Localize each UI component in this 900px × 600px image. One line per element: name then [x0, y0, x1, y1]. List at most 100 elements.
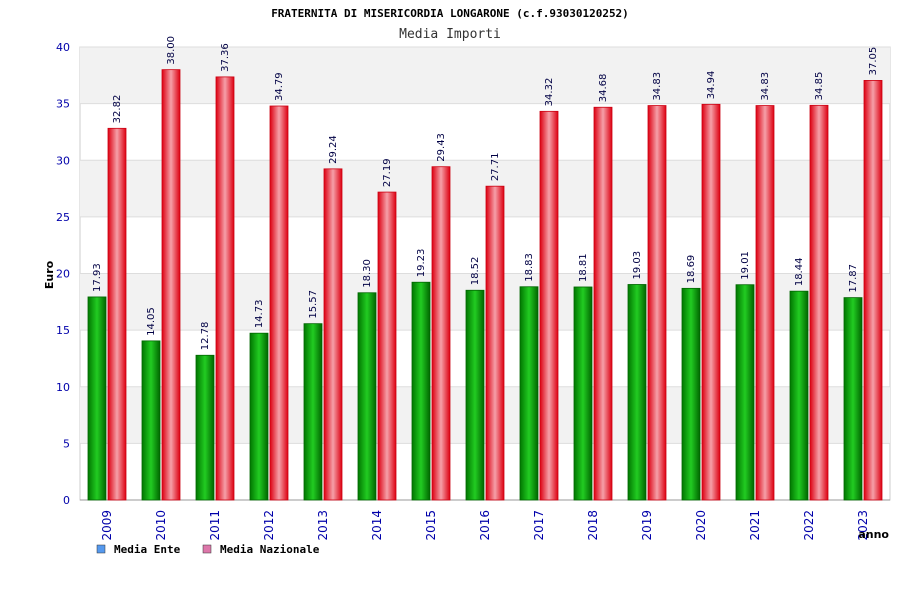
data-label: 37.36: [220, 43, 231, 72]
x-tick-label: 2014: [370, 510, 384, 541]
grid-band: [80, 273, 890, 331]
data-label: 29.43: [436, 133, 447, 162]
bar-media-nazionale-2016: [485, 185, 505, 501]
data-label: 15.57: [308, 290, 319, 319]
bar-media-nazionale-2018: [593, 106, 613, 501]
bar-media-ente-2020: [681, 287, 701, 501]
data-label: 34.85: [814, 72, 825, 101]
x-axis-label: anno: [858, 528, 889, 541]
legend-label-media-nazionale: Media Nazionale: [220, 543, 320, 556]
data-label: 34.68: [598, 74, 609, 103]
y-tick-label: 40: [56, 41, 70, 54]
x-tick-label: 2020: [694, 510, 708, 541]
y-tick-labels: 0 5 10 15 20 25 30 35 40: [56, 41, 70, 507]
grid-band: [80, 160, 890, 217]
x-tick-label: 2018: [586, 510, 600, 541]
bar-media-nazionale-2021: [755, 105, 775, 501]
data-label: 27.71: [490, 153, 501, 182]
chart-title: FRATERNITA DI MISERICORDIA LONGARONE (c.…: [271, 7, 629, 20]
y-tick-label: 5: [63, 437, 70, 450]
bar-media-nazionale-2013: [323, 168, 343, 501]
data-label: 19.01: [740, 251, 751, 280]
legend-swatch-media-ente: [96, 544, 106, 554]
data-labels: 17.93 32.82 14.05 38.00 12.78 37.36 14.73 34.79…: [92, 36, 879, 350]
data-label: 34.79: [274, 72, 285, 101]
bar-media-ente-2016: [465, 289, 485, 501]
data-label: 14.05: [146, 307, 157, 336]
bar-media-nazionale-2011: [215, 76, 235, 501]
data-label: 14.73: [254, 300, 265, 329]
data-label: 34.83: [652, 72, 663, 101]
x-tick-label: 2017: [532, 510, 546, 541]
y-tick-label: 20: [56, 268, 70, 281]
data-label: 12.78: [200, 322, 211, 351]
bar-media-ente-2021: [735, 284, 755, 501]
bar-media-ente-2012: [249, 332, 269, 501]
data-label: 37.05: [868, 47, 879, 76]
y-tick-label: 30: [56, 154, 70, 167]
y-tick-label: 15: [56, 324, 70, 337]
y-tick-label: 0: [63, 494, 70, 507]
data-label: 19.23: [416, 249, 427, 278]
bar-media-ente-2009: [87, 296, 107, 501]
bar-media-nazionale-2015: [431, 166, 451, 501]
grid-band: [80, 386, 890, 444]
data-label: 27.19: [382, 158, 393, 187]
bar-media-nazionale-2020: [701, 103, 721, 501]
data-label: 17.93: [92, 263, 103, 292]
x-tick-label: 2010: [154, 510, 168, 541]
x-tick-label: 2013: [316, 510, 330, 541]
legend-label-media-ente: Media Ente: [114, 543, 181, 556]
bar-media-ente-2011: [195, 354, 215, 501]
bar-media-nazionale-2010: [161, 69, 181, 501]
bar-media-ente-2013: [303, 323, 323, 501]
x-tick-label: 2012: [262, 510, 276, 541]
x-tick-label: 2009: [100, 510, 114, 541]
data-label: 34.32: [544, 78, 555, 107]
bar-media-nazionale-2023: [863, 80, 883, 501]
grid-band: [80, 47, 890, 104]
x-tick-label: 2021: [748, 510, 762, 541]
bar-media-ente-2010: [141, 340, 161, 501]
x-tick-label: 2022: [802, 510, 816, 541]
bar-media-nazionale-2009: [107, 127, 127, 501]
x-tick-label: 2016: [478, 510, 492, 541]
data-label: 38.00: [166, 36, 177, 65]
bar-media-ente-2017: [519, 286, 539, 501]
bar-media-ente-2015: [411, 281, 431, 501]
data-label: 17.87: [848, 264, 859, 293]
y-tick-label: 25: [56, 211, 70, 224]
x-tick-label: 2023: [856, 510, 870, 541]
x-tick-label: 2011: [208, 510, 222, 541]
y-tick-label: 10: [56, 381, 70, 394]
bar-media-nazionale-2012: [269, 105, 289, 501]
chart-subtitle: Media Importi: [399, 27, 501, 42]
data-label: 34.83: [760, 72, 771, 101]
data-label: 18.44: [794, 258, 805, 287]
data-label: 29.24: [328, 135, 339, 164]
bar-media-nazionale-2022: [809, 104, 829, 501]
bar-media-ente-2018: [573, 286, 593, 501]
bar-media-ente-2023: [843, 297, 863, 501]
bar-media-nazionale-2017: [539, 110, 559, 501]
y-tick-label: 35: [56, 98, 70, 111]
bar-media-ente-2019: [627, 284, 647, 501]
bars: [87, 69, 883, 501]
x-tick-labels: 2009 2010 2011 2012 2013 2014 2015 2016 2017 2018…: [100, 510, 870, 541]
bar-media-nazionale-2019: [647, 105, 667, 501]
legend: Media Ente Media Nazionale: [96, 543, 320, 556]
x-tick-label: 2019: [640, 510, 654, 541]
bar-media-ente-2022: [789, 290, 809, 501]
data-label: 32.82: [112, 95, 123, 124]
data-label: 18.52: [470, 257, 481, 286]
data-label: 18.30: [362, 259, 373, 288]
data-label: 34.94: [706, 71, 717, 100]
data-label: 19.03: [632, 251, 643, 280]
legend-swatch-media-nazionale: [202, 544, 212, 554]
data-label: 18.69: [686, 255, 697, 284]
data-label: 18.83: [524, 253, 535, 282]
data-label: 18.81: [578, 253, 589, 282]
x-tick-label: 2015: [424, 510, 438, 541]
bar-media-ente-2014: [357, 292, 377, 501]
